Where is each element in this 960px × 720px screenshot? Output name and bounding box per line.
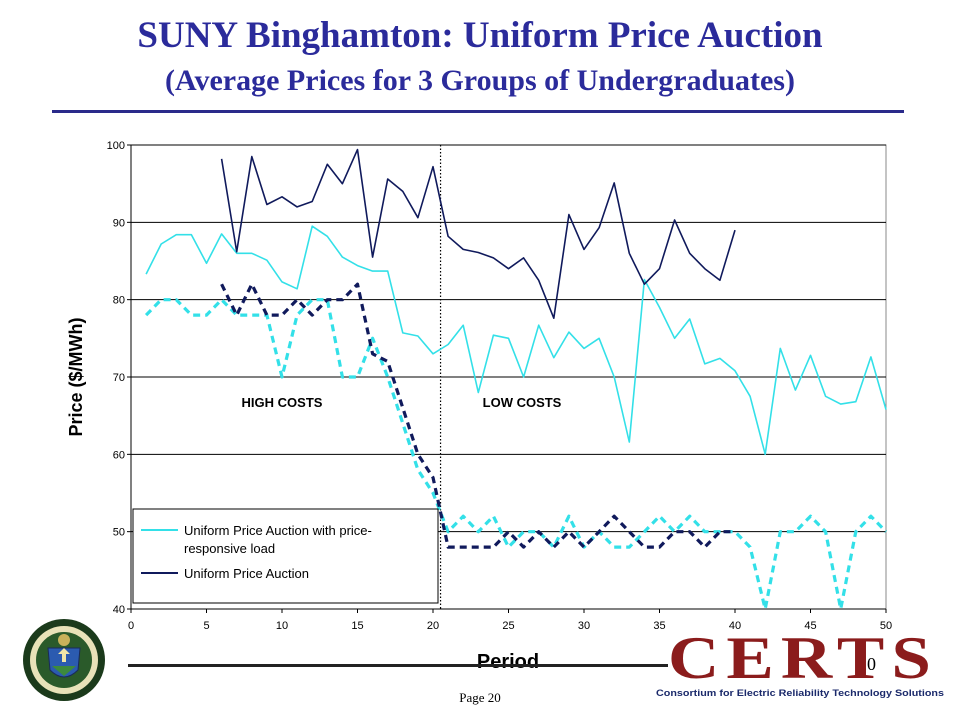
legend-label-series-1-line1: Uniform Price Auction with price- [184,523,372,538]
x-tick-label: 45 [804,620,816,632]
footer-rule [128,664,668,667]
y-tick-label: 90 [113,217,125,229]
series-line-1 [145,225,887,456]
certs-logo-subtitle: Consortium for Electric Reliability Tech… [656,688,944,699]
slide-title: SUNY Binghamton: Uniform Price Auction [137,15,823,56]
x-tick-label: 15 [351,620,363,632]
y-tick-label: 60 [113,449,125,461]
doe-seal-icon [23,619,105,701]
x-tick-label: 50 [880,620,892,632]
x-tick-label: 35 [653,620,665,632]
x-tick-label: 20 [427,620,439,632]
x-axis-label: Period [477,651,539,673]
slide-number: 20 [858,654,876,674]
x-tick-label: 10 [276,620,288,632]
legend-label-series-2: Uniform Price Auction [184,566,309,581]
annotation-high-costs: HIGH COSTS [242,395,323,410]
page-label: Page 20 [459,690,501,705]
series-line-4 [220,282,735,549]
certs-logo: CERTS Consortium for Electric Reliabilit… [656,632,944,699]
series-line-3 [144,298,888,611]
x-tick-label: 30 [578,620,590,632]
x-tick-label: 40 [729,620,741,632]
y-axis-label: Price ($/MWh) [66,317,86,436]
price-chart: 40 50 60 70 80 90 100 0 5 10 15 20 25 30 35 40 45 50 HIGH… [66,140,892,673]
slide-subtitle: (Average Prices for 3 Groups of Undergra… [165,64,795,97]
x-tick-label: 25 [502,620,514,632]
certs-logo-text: CERTS [668,632,938,691]
x-tick-label: 5 [203,620,209,632]
y-tick-label: 80 [113,295,125,307]
title-underline [52,110,904,113]
x-tick-label: 0 [128,620,134,632]
annotation-low-costs: LOW COSTS [483,395,562,410]
legend-label-series-1-line2: responsive load [184,541,275,556]
y-tick-label: 50 [113,527,125,539]
y-tick-label: 40 [113,604,125,616]
plot-axes: 40 50 60 70 80 90 100 0 5 10 15 20 25 30 35 40 45 50 [107,140,892,632]
legend: Uniform Price Auction with price- respon… [132,508,439,604]
plot-lines [144,148,888,611]
series-line-2 [220,148,736,320]
y-tick-label: 70 [113,372,125,384]
y-tick-label: 100 [107,140,125,152]
